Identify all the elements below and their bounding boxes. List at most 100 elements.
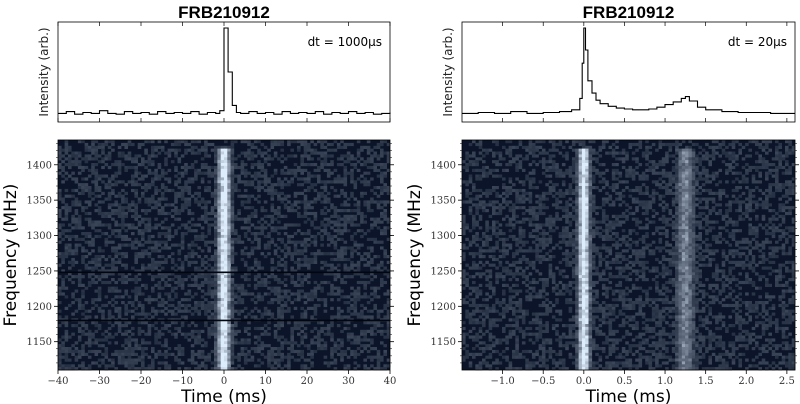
heatmap-cell <box>240 240 245 244</box>
heatmap-cell <box>81 295 85 299</box>
heatmap-cell <box>300 154 304 158</box>
heatmap-cell <box>243 194 248 198</box>
heatmap-cell <box>502 186 506 190</box>
heatmap-cell <box>675 183 679 187</box>
heatmap-cell <box>591 157 596 161</box>
heatmap-cell <box>134 214 138 218</box>
heatmap-cell <box>177 280 182 285</box>
heatmap-cell <box>217 246 221 250</box>
heatmap-cell <box>356 209 361 213</box>
heatmap-cell <box>104 355 109 359</box>
heatmap-cell <box>280 160 284 164</box>
heatmap-cell <box>588 160 593 164</box>
heatmap-cell <box>157 275 162 279</box>
heatmap-cell <box>525 145 529 149</box>
heatmap-cell <box>177 226 182 230</box>
heatmap-cell <box>551 186 556 190</box>
heatmap-cell <box>137 367 142 371</box>
heatmap-cell <box>376 269 381 273</box>
heatmap-cell <box>263 157 268 161</box>
heatmap-cell <box>217 186 221 190</box>
heatmap-cell <box>565 154 569 158</box>
heatmap-cell <box>214 301 218 305</box>
heatmap-cell <box>230 142 235 147</box>
heatmap-cell <box>230 266 235 270</box>
heatmap-cell <box>715 151 719 155</box>
heatmap-cell <box>167 292 172 296</box>
heatmap-cell <box>141 306 145 310</box>
heatmap-cell <box>290 180 294 184</box>
heatmap-cell <box>346 151 351 155</box>
heatmap-cell <box>785 183 789 187</box>
heatmap-cell <box>383 249 387 253</box>
heatmap-cell <box>671 154 676 158</box>
heatmap-cell <box>631 188 636 193</box>
heatmap-cell <box>502 191 506 195</box>
heatmap-cell <box>505 140 509 144</box>
heatmap-cell <box>300 200 304 204</box>
heatmap-cell <box>333 188 338 193</box>
heatmap-cell <box>250 358 255 362</box>
heatmap-cell <box>167 148 172 152</box>
heatmap-cell <box>531 145 536 149</box>
heatmap-cell <box>224 177 228 181</box>
heatmap-cell <box>207 200 211 204</box>
heatmap-cell <box>326 252 331 256</box>
heatmap-cell <box>675 171 679 175</box>
heatmap-cell <box>635 186 639 190</box>
heatmap-cell <box>151 163 155 167</box>
heatmap-cell <box>101 214 105 218</box>
heatmap-cell <box>748 165 752 170</box>
heatmap-cell <box>187 289 192 293</box>
heatmap-cell <box>681 151 686 155</box>
heatmap-cell <box>568 174 573 178</box>
heatmap-cell <box>366 160 371 164</box>
heatmap-cell <box>370 209 374 213</box>
heatmap-cell <box>785 151 789 155</box>
heatmap-cell <box>141 303 145 308</box>
heatmap-cell <box>147 186 152 190</box>
heatmap-cell <box>313 312 318 316</box>
heatmap-cell <box>144 160 148 164</box>
heatmap-cell <box>141 367 145 371</box>
heatmap-cell <box>61 367 65 371</box>
heatmap-cell <box>101 142 105 147</box>
heatmap-cell <box>343 203 348 207</box>
heatmap-cell <box>214 145 218 149</box>
heatmap-cell <box>147 341 152 345</box>
heatmap-cell <box>350 249 354 253</box>
heatmap-cell <box>502 157 506 161</box>
heatmap-cell <box>472 151 476 155</box>
heatmap-cell <box>180 174 185 178</box>
heatmap-cell <box>343 177 348 181</box>
heatmap-cell <box>64 329 69 333</box>
heatmap-cell <box>386 324 391 328</box>
heatmap-cell <box>151 240 155 244</box>
heatmap-cell <box>585 191 589 195</box>
heatmap-cell <box>177 301 182 305</box>
heatmap-cell <box>160 272 165 276</box>
heatmap-cell <box>194 160 198 164</box>
heatmap-cell <box>373 168 377 172</box>
heatmap-cell <box>376 329 381 333</box>
heatmap-cell <box>77 154 82 158</box>
dt-annotation: dt = 20μs <box>728 35 787 49</box>
heatmap-cell <box>184 315 188 319</box>
heatmap-cell <box>87 266 92 270</box>
heatmap-cell <box>230 183 235 187</box>
heatmap-cell <box>353 203 358 207</box>
heatmap-cell <box>137 220 142 224</box>
heatmap-cell <box>220 191 225 195</box>
heatmap-cell <box>307 257 311 262</box>
heatmap-cell <box>164 257 168 262</box>
heatmap-cell <box>307 177 311 181</box>
heatmap-cell <box>735 140 739 144</box>
heatmap-cell <box>247 237 251 241</box>
heatmap-cell <box>230 188 235 193</box>
heatmap-cell <box>217 326 221 331</box>
heatmap-cell <box>87 272 92 276</box>
heatmap-cell <box>535 154 539 158</box>
heatmap-cell <box>107 240 112 244</box>
heatmap-cell <box>217 315 221 319</box>
heatmap-cell <box>363 286 367 290</box>
